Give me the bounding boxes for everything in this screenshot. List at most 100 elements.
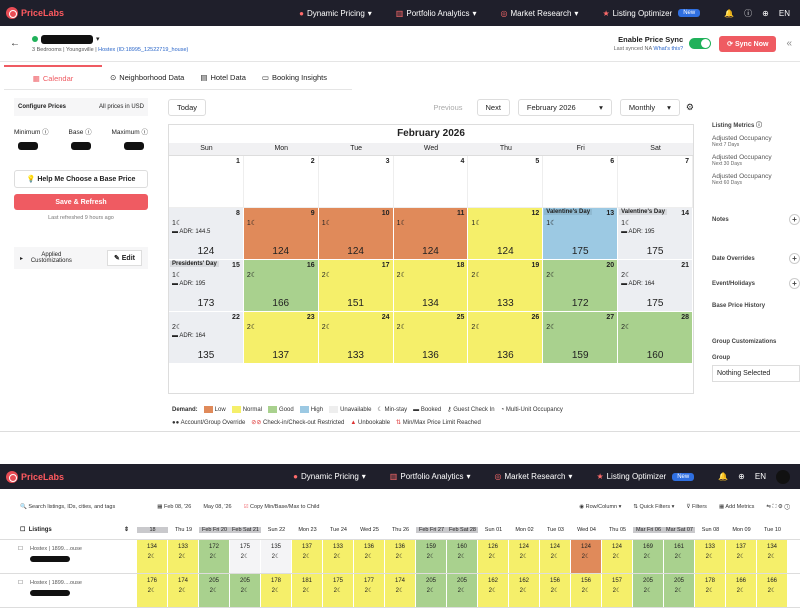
table-row[interactable]: ☐ Hostex | 1899....ouse 134 2☾ 133 2☾ 172 2☾ 175… [0,540,800,574]
search-input[interactable]: 🔍 Search listings, IDs, cities, and tags [20,504,116,510]
price-cell[interactable]: 124 2☾ [540,540,571,573]
listings-header[interactable]: ☐ Listings ⇕ [20,527,129,533]
price-cell[interactable]: 176 2☾ [137,574,168,607]
price-cell[interactable]: 205 2☾ [230,574,261,607]
collapse-icon[interactable]: « [786,38,792,49]
listing-cell[interactable]: ☐ Hostex | 1899....ouse [0,574,137,607]
next-button[interactable]: Next [476,98,510,116]
quick-filters-button[interactable]: ⇅ Quick Filters ▾ [633,504,675,510]
day-cell[interactable]: 13 Valentine's Day 1☾ 175 [543,208,619,260]
globe-icon[interactable]: ⊕ [738,472,745,481]
day-cell[interactable]: 23 2☾ 137 [243,312,319,364]
back-arrow-icon[interactable]: ← [10,38,20,49]
day-cell[interactable]: 22 2☾ ▬ ADR: 164 135 [169,312,244,364]
table-row[interactable]: ☐ Hostex | 1899....ouse 176 2☾ 174 2☾ 205 2☾ 205… [0,574,800,608]
row-column-button[interactable]: ◉ Row/Column ▾ [579,504,622,510]
applied-customizations[interactable]: ▸ Applied Customizations ✎ Edit [14,247,148,269]
day-cell[interactable]: 12 1☾ 124 [468,208,544,260]
day-cell[interactable]: 15 Presidents' Day 1☾ ▬ ADR: 195 173 [169,260,244,312]
date-from[interactable]: ▦ Feb 08, '26 [157,504,192,510]
price-cell[interactable]: 133 2☾ [695,540,726,573]
day-cell[interactable]: 11 1☾ 124 [393,208,469,260]
bell-icon[interactable]: 🔔 [718,472,729,481]
price-cell[interactable]: 166 2☾ [726,574,757,607]
day-cell[interactable]: 16 2☾ 166 [243,260,319,312]
price-cell[interactable]: 126 2☾ [478,540,509,573]
date-to[interactable]: May 08, '26 [203,504,232,510]
price-cell[interactable]: 175 2☾ [230,540,261,573]
nav-listing-optimizer-2[interactable]: ★ Listing Optimizer New [596,472,695,481]
day-cell[interactable]: 17 2☾ 151 [318,260,394,312]
day-cell[interactable]: 26 2☾ 136 [468,312,544,364]
base-value-redacted[interactable] [71,142,91,150]
add-event-icon[interactable]: + [789,278,800,289]
minimum-value-redacted[interactable] [18,142,38,150]
day-cell[interactable]: 21 2☾ ▬ ADR: 164 175 [618,260,693,312]
price-cell[interactable]: 177 2☾ [354,574,385,607]
nav-portfolio-analytics-2[interactable]: ▥ Portfolio Analytics ▾ [389,472,471,481]
price-cell[interactable]: 174 2☾ [168,574,199,607]
price-cell[interactable]: 124 2☾ [571,540,602,573]
price-cell[interactable]: 156 2☾ [571,574,602,607]
day-cell[interactable]: 14 Valentine's Day 1☾ ▬ ADR: 195 175 [618,208,693,260]
base-price-history[interactable]: Base Price History [712,303,766,309]
day-cell[interactable]: 18 2☾ 134 [393,260,469,312]
price-cell[interactable]: 172 2☾ [199,540,230,573]
day-cell[interactable]: 3 [318,156,394,208]
price-cell[interactable]: 162 2☾ [509,574,540,607]
price-cell[interactable]: 161 2☾ [664,540,695,573]
price-cell[interactable]: 178 2☾ [695,574,726,607]
settings-gear-icon[interactable]: ⚙ [685,101,694,112]
price-cell[interactable]: 136 2☾ [354,540,385,573]
day-cell[interactable]: 1 [169,156,244,208]
nav-dynamic-pricing[interactable]: ● Dynamic Pricing ▾ [299,8,372,18]
language-select[interactable]: EN [778,8,790,18]
price-sync-toggle[interactable] [689,38,712,49]
price-cell[interactable]: 162 2☾ [478,574,509,607]
price-cell[interactable]: 157 2☾ [602,574,633,607]
toolbar-icons[interactable]: ⇋ ⛶ ⚙ ⓘ [766,503,790,510]
nav-market-research-2[interactable]: ◎ Market Research ▾ [494,472,573,481]
pricelabs-logo[interactable]: PriceLabs [6,7,64,19]
price-cell[interactable]: 205 2☾ [447,574,478,607]
avatar[interactable] [776,469,790,484]
price-cell[interactable]: 137 2☾ [726,540,757,573]
price-cell[interactable]: 205 2☾ [416,574,447,607]
add-note-icon[interactable]: + [789,214,800,225]
price-cell[interactable]: 181 2☾ [292,574,323,607]
tab-hotel-data[interactable]: ▤ Hotel Data [200,72,246,82]
maximum-value-redacted[interactable] [124,142,144,150]
price-cell[interactable]: 136 2☾ [385,540,416,573]
day-cell[interactable]: 7 [618,156,693,208]
day-cell[interactable]: 8 1☾ ▬ ADR: 144.5 124 [169,208,244,260]
price-cell[interactable]: 160 2☾ [447,540,478,573]
price-cell[interactable]: 159 2☾ [416,540,447,573]
tab-neighborhood-data[interactable]: ⊙ Neighborhood Data [110,72,185,82]
save-refresh-button[interactable]: Save & Refresh [14,194,148,210]
day-cell[interactable]: 28 2☾ 160 [618,312,693,364]
price-cell[interactable]: 133 2☾ [323,540,354,573]
group-select[interactable]: Nothing Selected [712,365,800,382]
day-cell[interactable]: 24 2☾ 133 [318,312,394,364]
day-cell[interactable]: 6 [543,156,619,208]
help-choose-base-price-button[interactable]: 💡 Help Me Choose a Base Price [14,170,148,188]
price-cell[interactable]: 134 2☾ [757,540,788,573]
nav-listing-optimizer[interactable]: ★ Listing Optimizer New [602,9,701,18]
month-select[interactable]: February 2026 ▾ [517,98,612,116]
price-cell[interactable]: 135 2☾ [261,540,292,573]
add-metrics-button[interactable]: ▦ Add Metrics [718,504,755,510]
whats-this-link[interactable]: What's this? [653,46,684,52]
nav-portfolio-analytics[interactable]: ▥ Portfolio Analytics ▾ [395,8,477,18]
day-cell[interactable]: 4 [393,156,469,208]
nav-dynamic-pricing-2[interactable]: ● Dynamic Pricing ▾ [293,472,366,481]
price-cell[interactable]: 124 2☾ [602,540,633,573]
sync-now-button[interactable]: ⟳ Sync Now [719,35,777,52]
language-select[interactable]: EN [754,472,766,481]
tab-calendar[interactable]: ▦ Calendar [4,65,102,89]
pricelabs-logo-2[interactable]: PriceLabs [6,470,64,483]
tab-booking-insights[interactable]: ▭ Booking Insights [261,72,328,82]
previous-button[interactable]: Previous [433,102,463,112]
price-cell[interactable]: 175 2☾ [323,574,354,607]
day-cell[interactable]: 5 [468,156,544,208]
price-cell[interactable]: 156 2☾ [540,574,571,607]
